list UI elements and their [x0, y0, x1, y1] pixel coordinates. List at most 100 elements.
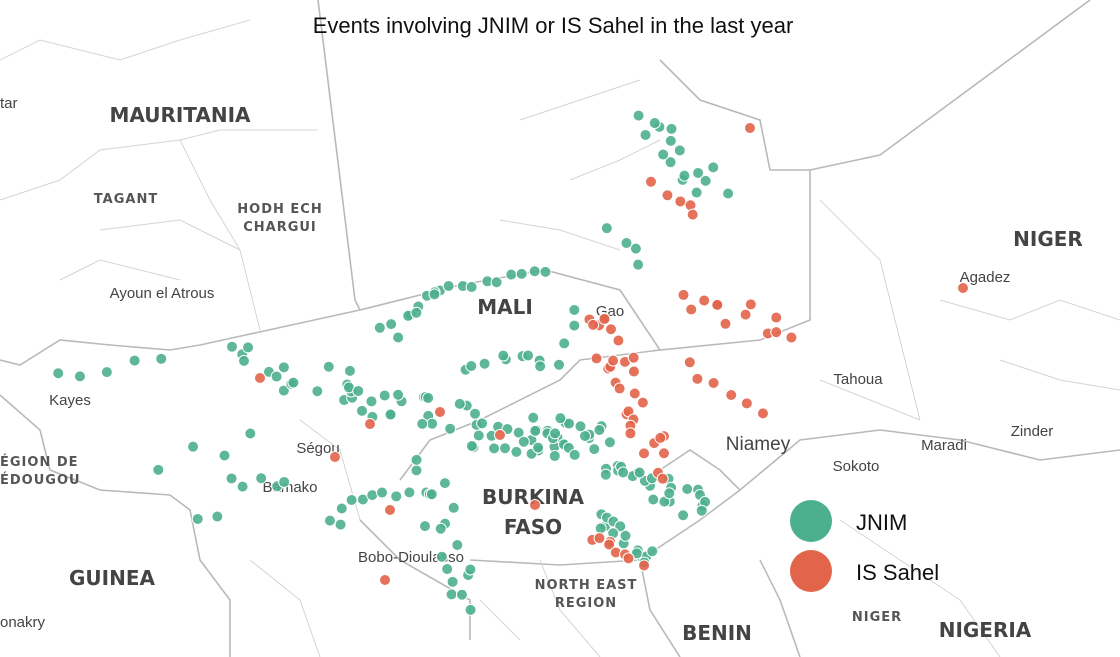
place-label: REGION: [555, 596, 617, 611]
is-sahel-event: [740, 397, 753, 410]
jnim-event: [453, 397, 466, 410]
jnim-event: [488, 442, 501, 455]
jnim-event: [528, 265, 541, 278]
is-sahel-event: [624, 427, 637, 440]
jnim-event: [442, 279, 455, 292]
jnim-event: [632, 258, 645, 271]
jnim-event: [690, 186, 703, 199]
is-sahel-event: [661, 189, 674, 202]
jnim-event: [692, 166, 705, 179]
place-label: MALI: [477, 295, 533, 319]
jnim-event: [529, 424, 542, 437]
jnim-event: [428, 288, 441, 301]
jnim-event: [510, 445, 523, 458]
place-label: MAURITANIA: [109, 103, 251, 127]
jnim-event: [534, 360, 547, 373]
is-sahel-event: [677, 288, 690, 301]
jnim-event: [469, 407, 482, 420]
is-sahel-event: [593, 532, 606, 545]
is-sahel-event: [384, 504, 396, 516]
is-sahel-event: [957, 282, 969, 294]
jnim-event: [191, 512, 204, 525]
jnim-event: [593, 424, 606, 437]
jnim-event: [558, 337, 571, 350]
jnim-event: [648, 117, 661, 130]
jnim-event: [441, 563, 454, 576]
jnim-event: [588, 443, 601, 456]
place-label: BENIN: [682, 621, 752, 645]
jnim-event: [434, 522, 447, 535]
jnim-event: [665, 122, 678, 135]
place-label: FASO: [504, 515, 562, 539]
jnim-event: [435, 550, 448, 563]
is-sahel-event: [607, 354, 620, 367]
jnim-event: [629, 242, 642, 255]
jnim-event: [343, 364, 356, 377]
is-sahel-event: [685, 303, 698, 316]
is-sahel-event: [379, 574, 391, 586]
legend-marker: [790, 500, 832, 542]
is-sahel-event: [711, 298, 724, 311]
jnim-event: [255, 472, 268, 485]
jnim-event: [384, 408, 397, 421]
jnim-event: [681, 483, 694, 496]
place-label: onakry: [0, 614, 46, 631]
jnim-event: [568, 303, 581, 316]
jnim-event: [619, 529, 632, 542]
is-sahel-event: [622, 552, 635, 565]
jnim-event: [497, 349, 510, 362]
jnim-event: [278, 475, 291, 488]
jnim-event: [563, 417, 576, 430]
place-label: Maradi: [921, 437, 967, 454]
jnim-event: [52, 367, 65, 380]
jnim-event: [464, 603, 477, 616]
jnim-event: [366, 489, 379, 502]
jnim-event: [515, 267, 528, 280]
jnim-event: [225, 472, 238, 485]
jnim-event: [445, 588, 458, 601]
jnim-event: [620, 237, 633, 250]
jnim-event: [410, 464, 423, 477]
jnim-event: [152, 463, 165, 476]
jnim-event: [568, 448, 581, 461]
place-label: Ségou: [296, 440, 339, 457]
jnim-event: [707, 161, 720, 174]
place-label: Ayoun el Atrous: [110, 285, 215, 302]
jnim-event: [512, 426, 525, 439]
jnim-event: [236, 480, 249, 493]
is-sahel-event: [434, 406, 446, 418]
jnim-event: [632, 109, 645, 122]
is-sahel-event: [612, 334, 625, 347]
jnim-event: [155, 352, 168, 365]
jnim-event: [490, 276, 503, 289]
jnim-event: [187, 440, 200, 453]
jnim-event: [505, 268, 518, 281]
is-sahel-event: [590, 352, 603, 365]
jnim-event: [73, 370, 86, 383]
jnim-event: [311, 385, 324, 398]
is-sahel-event: [744, 298, 757, 311]
jnim-event: [392, 331, 405, 344]
is-sahel-event: [638, 447, 651, 460]
legend-marker: [790, 550, 832, 592]
jnim-event: [465, 281, 478, 294]
is-sahel-event: [657, 447, 670, 460]
is-sahel-event: [628, 387, 641, 400]
place-label: NIGER: [852, 610, 902, 625]
place-label: NIGER: [1013, 227, 1083, 251]
is-sahel-event: [770, 326, 783, 339]
jnim-event: [699, 174, 712, 187]
jnim-event: [226, 340, 239, 353]
jnim-event: [465, 439, 478, 452]
jnim-event: [527, 411, 540, 424]
is-sahel-event: [603, 538, 616, 551]
jnim-event: [678, 169, 691, 182]
is-sahel-event: [725, 389, 738, 402]
jnim-event: [385, 318, 398, 331]
place-label: Kayes: [49, 392, 91, 409]
jnim-event: [478, 357, 491, 370]
jnim-event: [568, 319, 581, 332]
is-sahel-event: [707, 376, 720, 389]
jnim-event: [335, 502, 348, 515]
